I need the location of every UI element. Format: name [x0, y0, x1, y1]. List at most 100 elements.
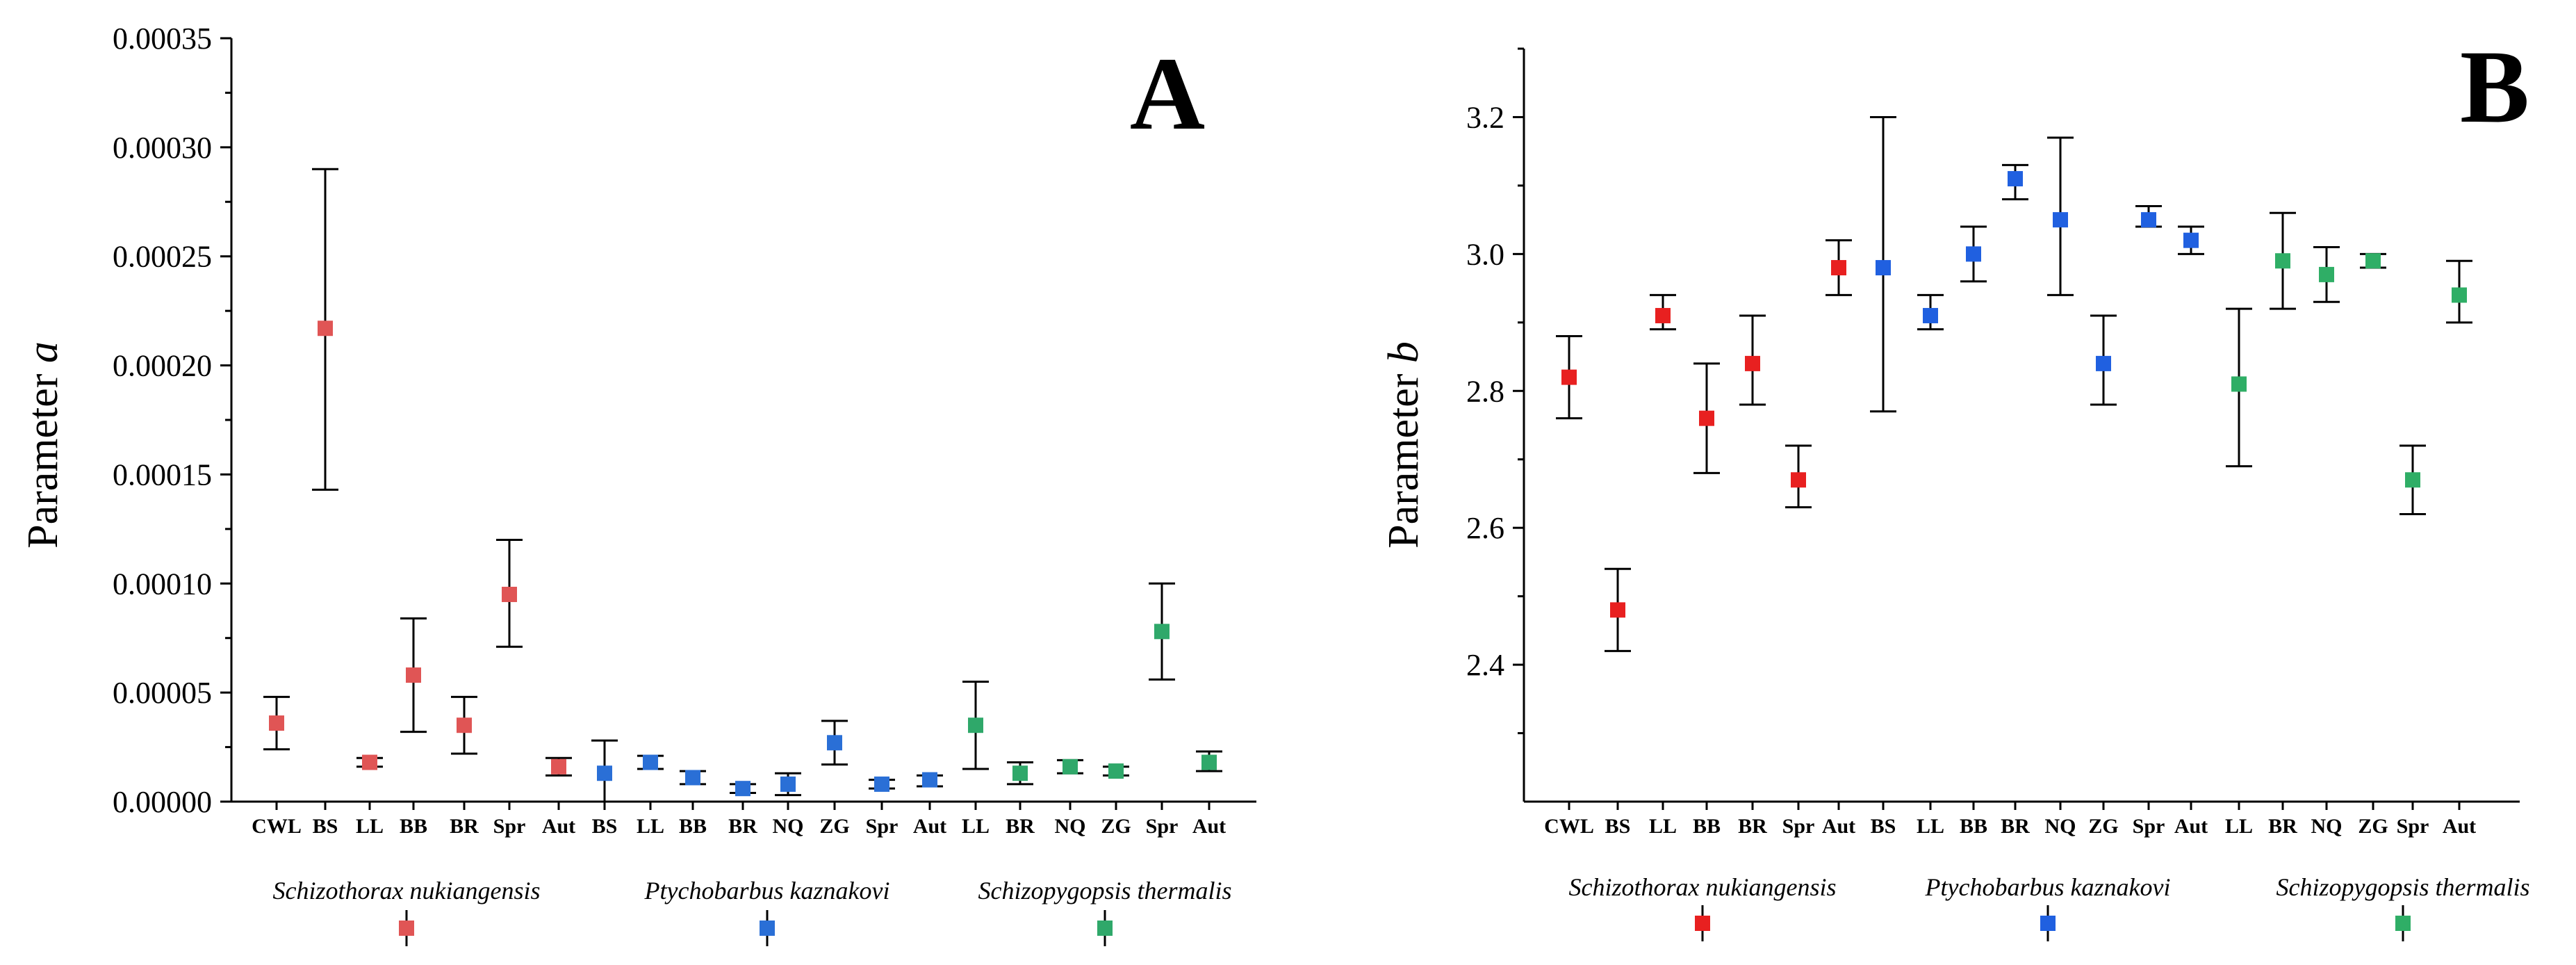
x-tick-label: ZG — [2088, 815, 2118, 838]
data-point — [643, 754, 658, 770]
x-tick-label: NQ — [1055, 815, 1086, 838]
data-point — [2183, 232, 2199, 248]
x-tick-label: Aut — [542, 815, 575, 838]
data-point — [1699, 410, 1714, 426]
series-2 — [962, 582, 1222, 786]
x-tick-label: BS — [313, 815, 338, 838]
x-tick-label: Spr — [493, 815, 526, 838]
x-tick-label: Aut — [1192, 815, 1226, 838]
x-tick-label: LL — [637, 815, 664, 838]
x-tick-label: Aut — [913, 815, 946, 838]
series-0 — [1556, 239, 1852, 652]
legend-marker — [2040, 916, 2056, 931]
legend-label: Schizothorax nukiangensis — [273, 877, 541, 905]
x-tick-label: CWL — [1544, 815, 1594, 838]
data-point — [1610, 602, 1625, 618]
x-tick-label: BR — [728, 815, 757, 838]
x-tick-label: BR — [450, 815, 479, 838]
legend-label: Ptychobarbus kaznakovi — [644, 877, 890, 905]
data-point — [1791, 472, 1806, 488]
data-point — [502, 586, 517, 602]
data-point — [2405, 472, 2420, 488]
data-point — [780, 776, 796, 792]
data-point — [2365, 253, 2381, 269]
y-axis-label-symbol: a — [19, 341, 67, 363]
data-point — [2096, 355, 2111, 371]
data-point — [735, 781, 750, 797]
y-axis-label-text: Parameter — [19, 363, 67, 549]
x-tick-label: Aut — [2174, 815, 2208, 838]
y-tick-label: 2.4 — [1466, 648, 1504, 682]
x-tick-label: NQ — [2045, 815, 2076, 838]
y-axis-label: Parameter b — [1380, 341, 1427, 549]
y-tick-label: 3.2 — [1466, 100, 1504, 134]
x-tick-label: LL — [1917, 815, 1944, 838]
y-tick-label: 0.00035 — [113, 22, 212, 56]
data-point — [1201, 754, 1217, 770]
data-point — [968, 717, 983, 733]
y-tick-label: 2.8 — [1466, 374, 1504, 408]
data-point — [597, 765, 612, 781]
y-tick-label: 0.00000 — [113, 785, 212, 819]
chart-panel-a: 0.00000 0.00005 0.00010 0.00015 0.00020 0.000… — [19, 22, 1256, 946]
x-tick-label: LL — [356, 815, 384, 838]
data-point — [1154, 624, 1170, 640]
x-tick-label: NQ — [2311, 815, 2343, 838]
data-point — [2141, 212, 2156, 228]
panel-label: B — [2460, 29, 2529, 145]
y-tick-label: 2.6 — [1466, 511, 1504, 545]
x-tick-label: BR — [2268, 815, 2297, 838]
x-tick-label: BS — [1871, 815, 1896, 838]
data-point — [457, 717, 472, 733]
data-point — [874, 776, 889, 792]
x-tick-label: LL — [1649, 815, 1677, 838]
legend-label: Schizothorax nukiangensis — [1569, 873, 1837, 901]
chart-panel-b: 2.4 2.6 2.8 3.0 3.2 CWL BS LL BB BR Spr Aut BS LL BB BR… — [1380, 29, 2530, 941]
x-tick-label: BS — [1605, 815, 1631, 838]
x-tick-label: BB — [1960, 815, 1987, 838]
x-tick-label: CWL — [252, 815, 302, 838]
y-tick-label: 0.00005 — [113, 676, 212, 710]
data-point — [1876, 260, 1891, 276]
y-tick-label: 3.0 — [1466, 237, 1504, 271]
y-axis-label-text: Parameter — [1380, 363, 1427, 549]
data-point — [551, 759, 566, 775]
x-tick-label: Spr — [1782, 815, 1815, 838]
data-point — [2231, 376, 2247, 392]
x-tick-label: BR — [1006, 815, 1035, 838]
x-tick-label: Aut — [1822, 815, 1855, 838]
data-point — [269, 715, 284, 731]
data-point — [2008, 171, 2023, 187]
data-point — [362, 754, 377, 770]
data-point — [1012, 765, 1028, 781]
data-point — [2053, 212, 2068, 228]
x-tick-label: NQ — [773, 815, 804, 838]
data-point — [2275, 253, 2290, 269]
x-tick-label: Spr — [866, 815, 899, 838]
data-point — [1745, 355, 1760, 371]
legend-marker — [399, 921, 414, 936]
x-tick-label: BB — [1693, 815, 1721, 838]
data-point — [1831, 260, 1846, 276]
y-axis-label: Parameter a — [19, 341, 67, 549]
x-tick-label: BR — [1738, 815, 1767, 838]
y-tick-label: 0.00020 — [113, 349, 212, 383]
series-2 — [2226, 211, 2472, 515]
series-0 — [263, 168, 572, 777]
x-tick-label: Aut — [2443, 815, 2476, 838]
x-tick-label: LL — [962, 815, 990, 838]
data-point — [1655, 307, 1671, 323]
legend-label: Ptychobarbus kaznakovi — [1925, 873, 2171, 901]
legend-label: Schizopygopsis thermalis — [978, 877, 1232, 905]
data-point — [1063, 759, 1078, 775]
x-tick-label: ZG — [2358, 815, 2388, 838]
y-tick-label: 0.00030 — [113, 131, 212, 165]
data-point — [922, 772, 937, 788]
legend-marker — [1695, 916, 1710, 931]
x-tick-label: ZG — [819, 815, 849, 838]
legend-marker — [760, 921, 775, 936]
legend-marker — [1097, 921, 1113, 936]
x-tick-label: LL — [2225, 815, 2253, 838]
data-point — [1108, 763, 1124, 779]
